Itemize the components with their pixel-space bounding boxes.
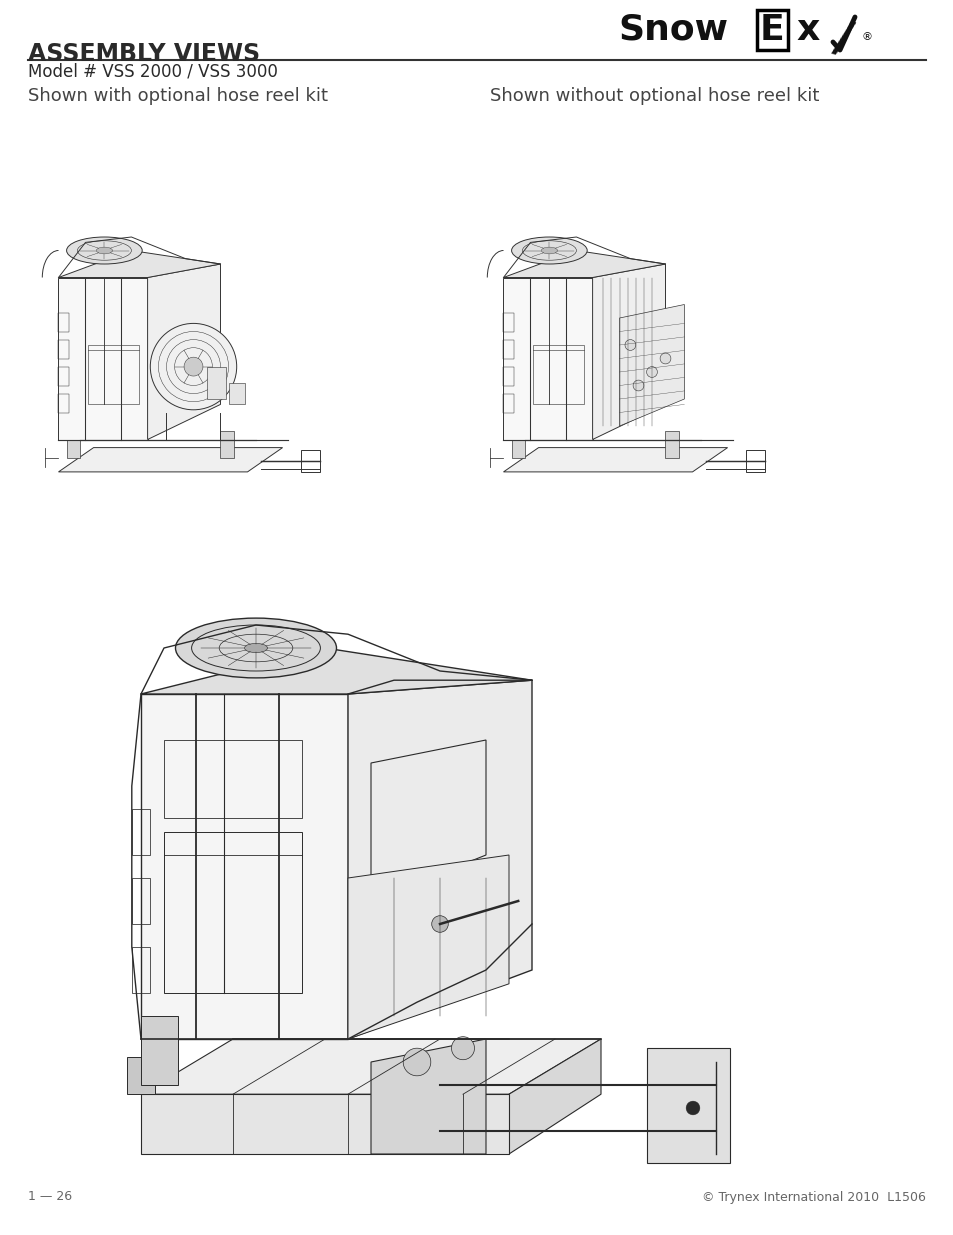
Polygon shape xyxy=(646,1049,729,1163)
Polygon shape xyxy=(141,1094,509,1153)
Text: /: / xyxy=(829,17,856,63)
Text: Snow: Snow xyxy=(618,14,727,47)
Polygon shape xyxy=(141,648,532,694)
Circle shape xyxy=(451,1036,474,1060)
Ellipse shape xyxy=(67,237,142,264)
Circle shape xyxy=(432,915,448,932)
Ellipse shape xyxy=(511,237,587,264)
Polygon shape xyxy=(503,251,665,278)
Circle shape xyxy=(403,1049,431,1076)
Circle shape xyxy=(659,353,670,364)
Polygon shape xyxy=(348,680,532,1039)
Text: Shown without optional hose reel kit: Shown without optional hose reel kit xyxy=(490,86,819,105)
Polygon shape xyxy=(148,264,220,440)
Polygon shape xyxy=(127,1057,154,1094)
Circle shape xyxy=(624,340,635,351)
Circle shape xyxy=(151,324,236,410)
Polygon shape xyxy=(229,383,245,404)
Circle shape xyxy=(633,380,643,391)
Polygon shape xyxy=(511,431,524,458)
Polygon shape xyxy=(58,251,220,278)
Polygon shape xyxy=(141,694,348,1039)
Polygon shape xyxy=(592,264,665,440)
Polygon shape xyxy=(348,855,509,1039)
Text: Shown with optional hose reel kit: Shown with optional hose reel kit xyxy=(28,86,328,105)
Polygon shape xyxy=(503,278,592,440)
Text: x: x xyxy=(795,14,819,47)
Circle shape xyxy=(184,357,203,375)
Ellipse shape xyxy=(540,247,557,254)
Polygon shape xyxy=(58,278,148,440)
Polygon shape xyxy=(141,1016,177,1086)
Text: E: E xyxy=(760,14,784,47)
Ellipse shape xyxy=(96,247,112,254)
Polygon shape xyxy=(67,431,80,458)
Polygon shape xyxy=(207,367,226,399)
Polygon shape xyxy=(618,305,683,426)
Ellipse shape xyxy=(244,643,267,652)
Ellipse shape xyxy=(175,618,336,678)
Circle shape xyxy=(685,1102,700,1115)
Polygon shape xyxy=(141,1039,600,1094)
Polygon shape xyxy=(503,447,727,472)
Text: ®: ® xyxy=(862,32,872,42)
Polygon shape xyxy=(58,447,282,472)
Polygon shape xyxy=(509,1039,600,1153)
Text: 1 — 26: 1 — 26 xyxy=(28,1191,72,1203)
Polygon shape xyxy=(449,1057,476,1094)
Text: Model # VSS 2000 / VSS 3000: Model # VSS 2000 / VSS 3000 xyxy=(28,63,277,82)
Polygon shape xyxy=(220,431,233,458)
Polygon shape xyxy=(665,431,679,458)
Text: ASSEMBLY VIEWS: ASSEMBLY VIEWS xyxy=(28,42,260,65)
Polygon shape xyxy=(371,1039,485,1153)
Circle shape xyxy=(646,367,657,378)
Text: © Trynex International 2010  L1506: © Trynex International 2010 L1506 xyxy=(701,1191,925,1203)
